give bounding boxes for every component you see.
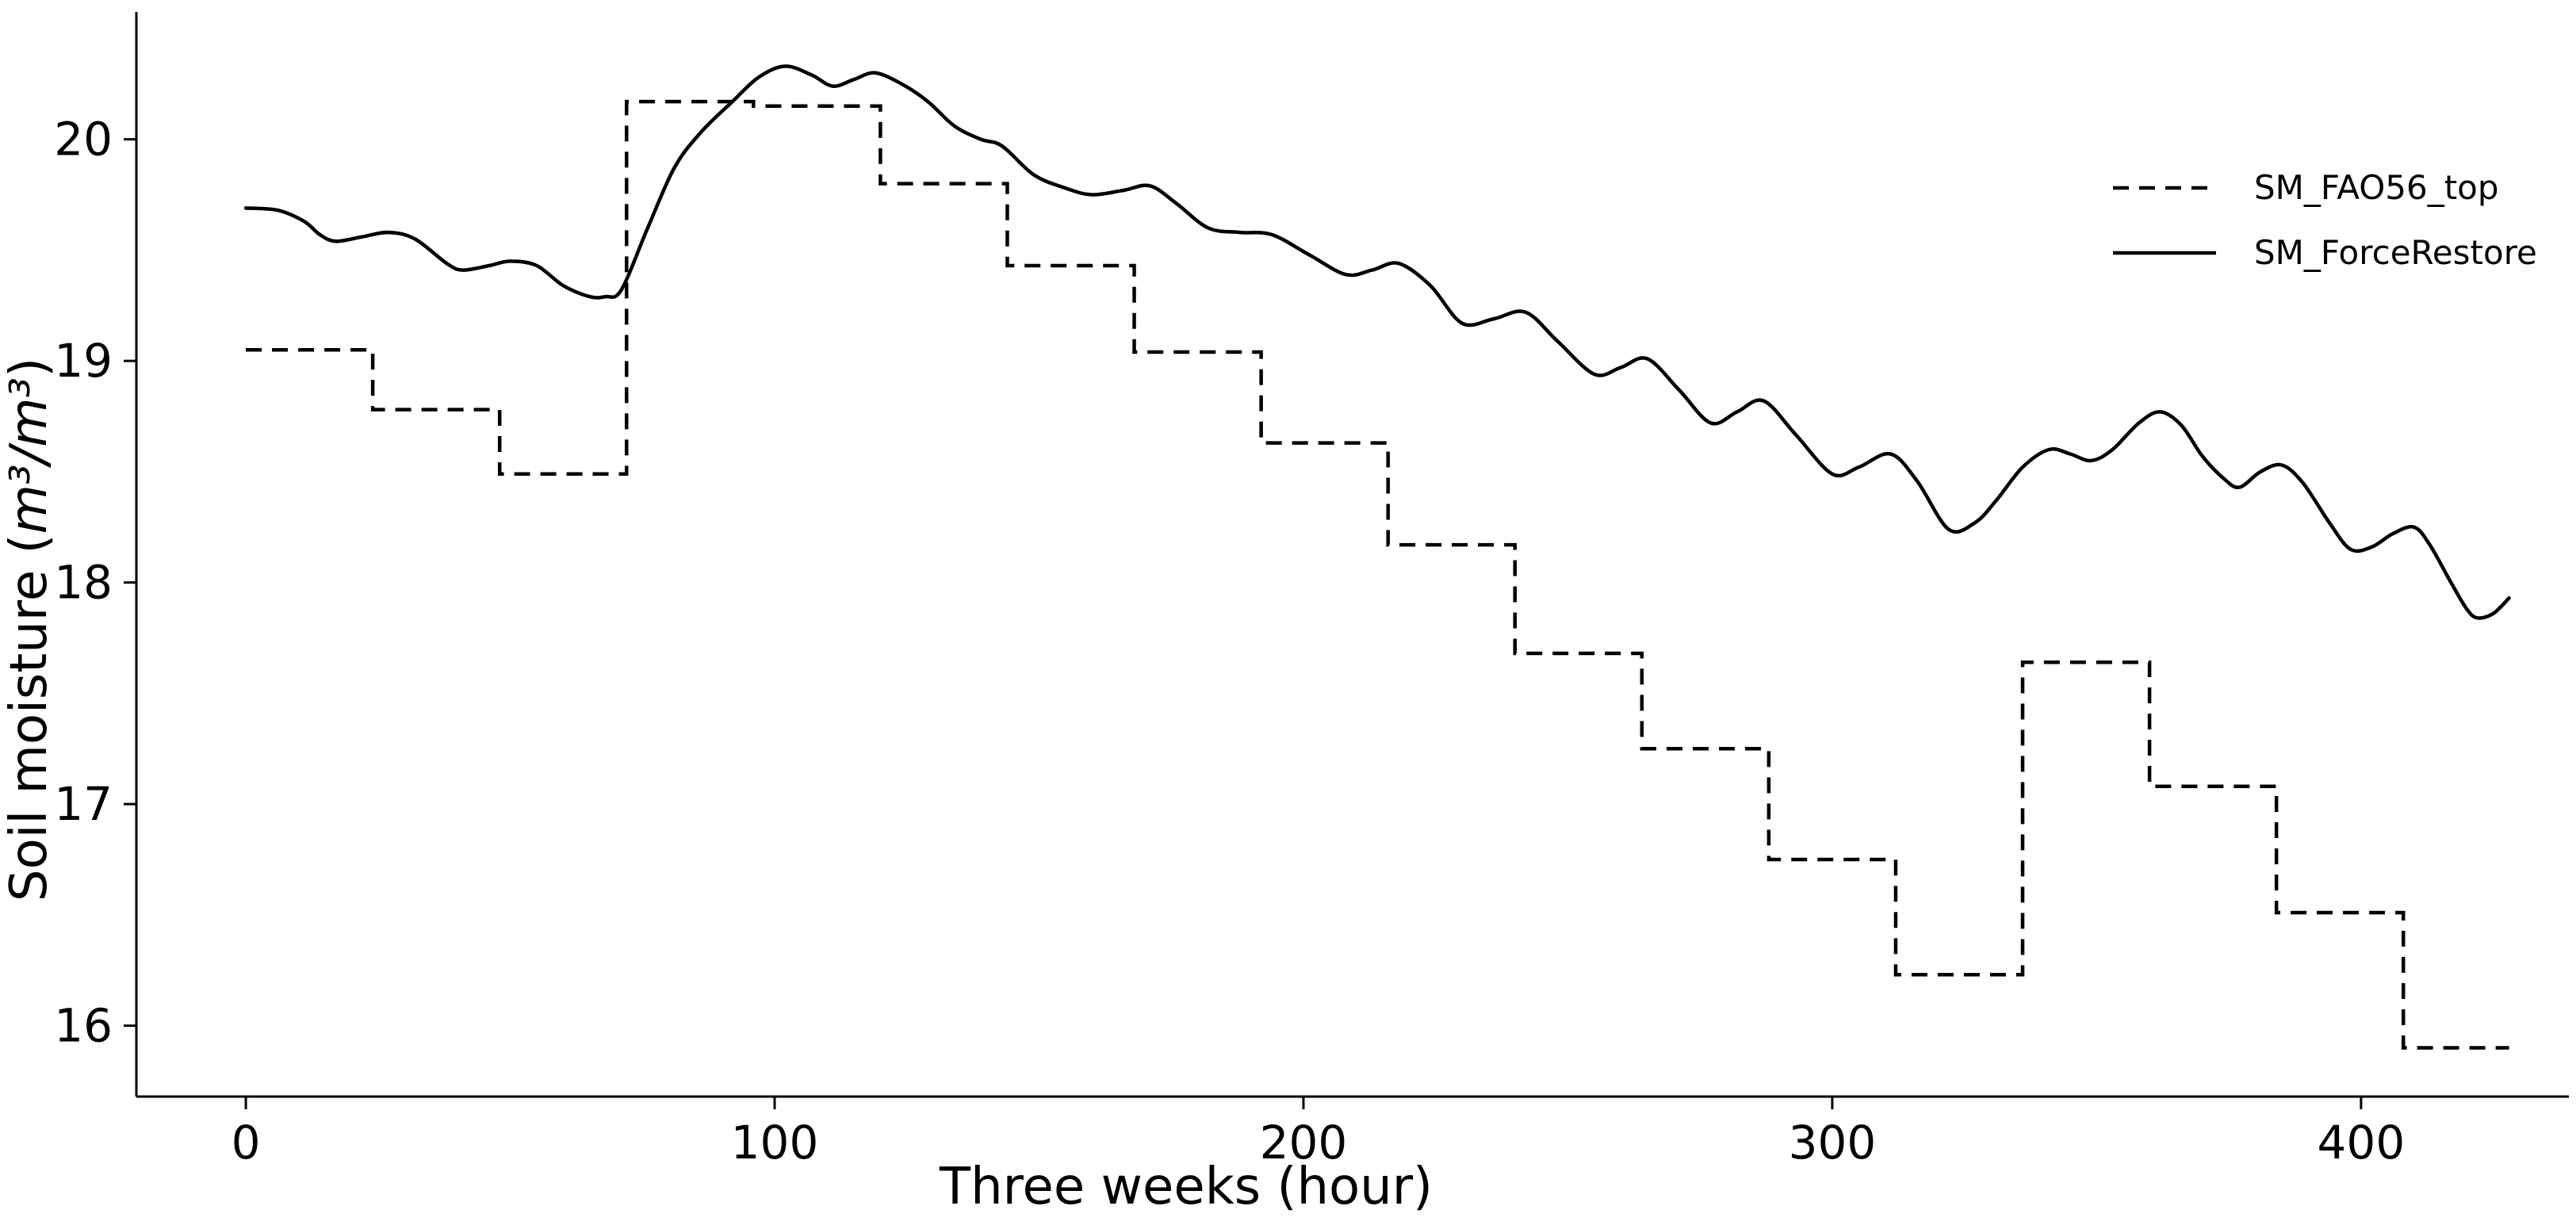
series-SM_ForceRestore [243, 64, 2511, 620]
y-tick-label: 17 [54, 777, 113, 831]
x-tick-label: 400 [2318, 1116, 2406, 1170]
x-tick-label: 200 [1260, 1116, 1348, 1170]
y-axis-title: Soil moisture (m³/m³) [0, 358, 59, 902]
x-axis-title: Three weeks (hour) [939, 1158, 1433, 1216]
legend-label: SM_FAO56_top [2254, 168, 2499, 207]
y-tick-label: 19 [54, 334, 113, 388]
x-tick-label: 300 [1789, 1116, 1877, 1170]
legend: SM_FAO56_top SM_ForceRestore [2113, 168, 2537, 272]
x-tick-label: 0 [232, 1116, 261, 1170]
y-tick-label: 20 [54, 113, 113, 167]
axes [135, 12, 2569, 1098]
x-tick-label: 100 [731, 1116, 819, 1170]
series-SM_FAO56_top [246, 99, 2509, 1050]
y-tick-label: 16 [54, 999, 113, 1053]
y-tick-label: 18 [54, 556, 113, 610]
legend-label: SM_ForceRestore [2254, 233, 2537, 272]
